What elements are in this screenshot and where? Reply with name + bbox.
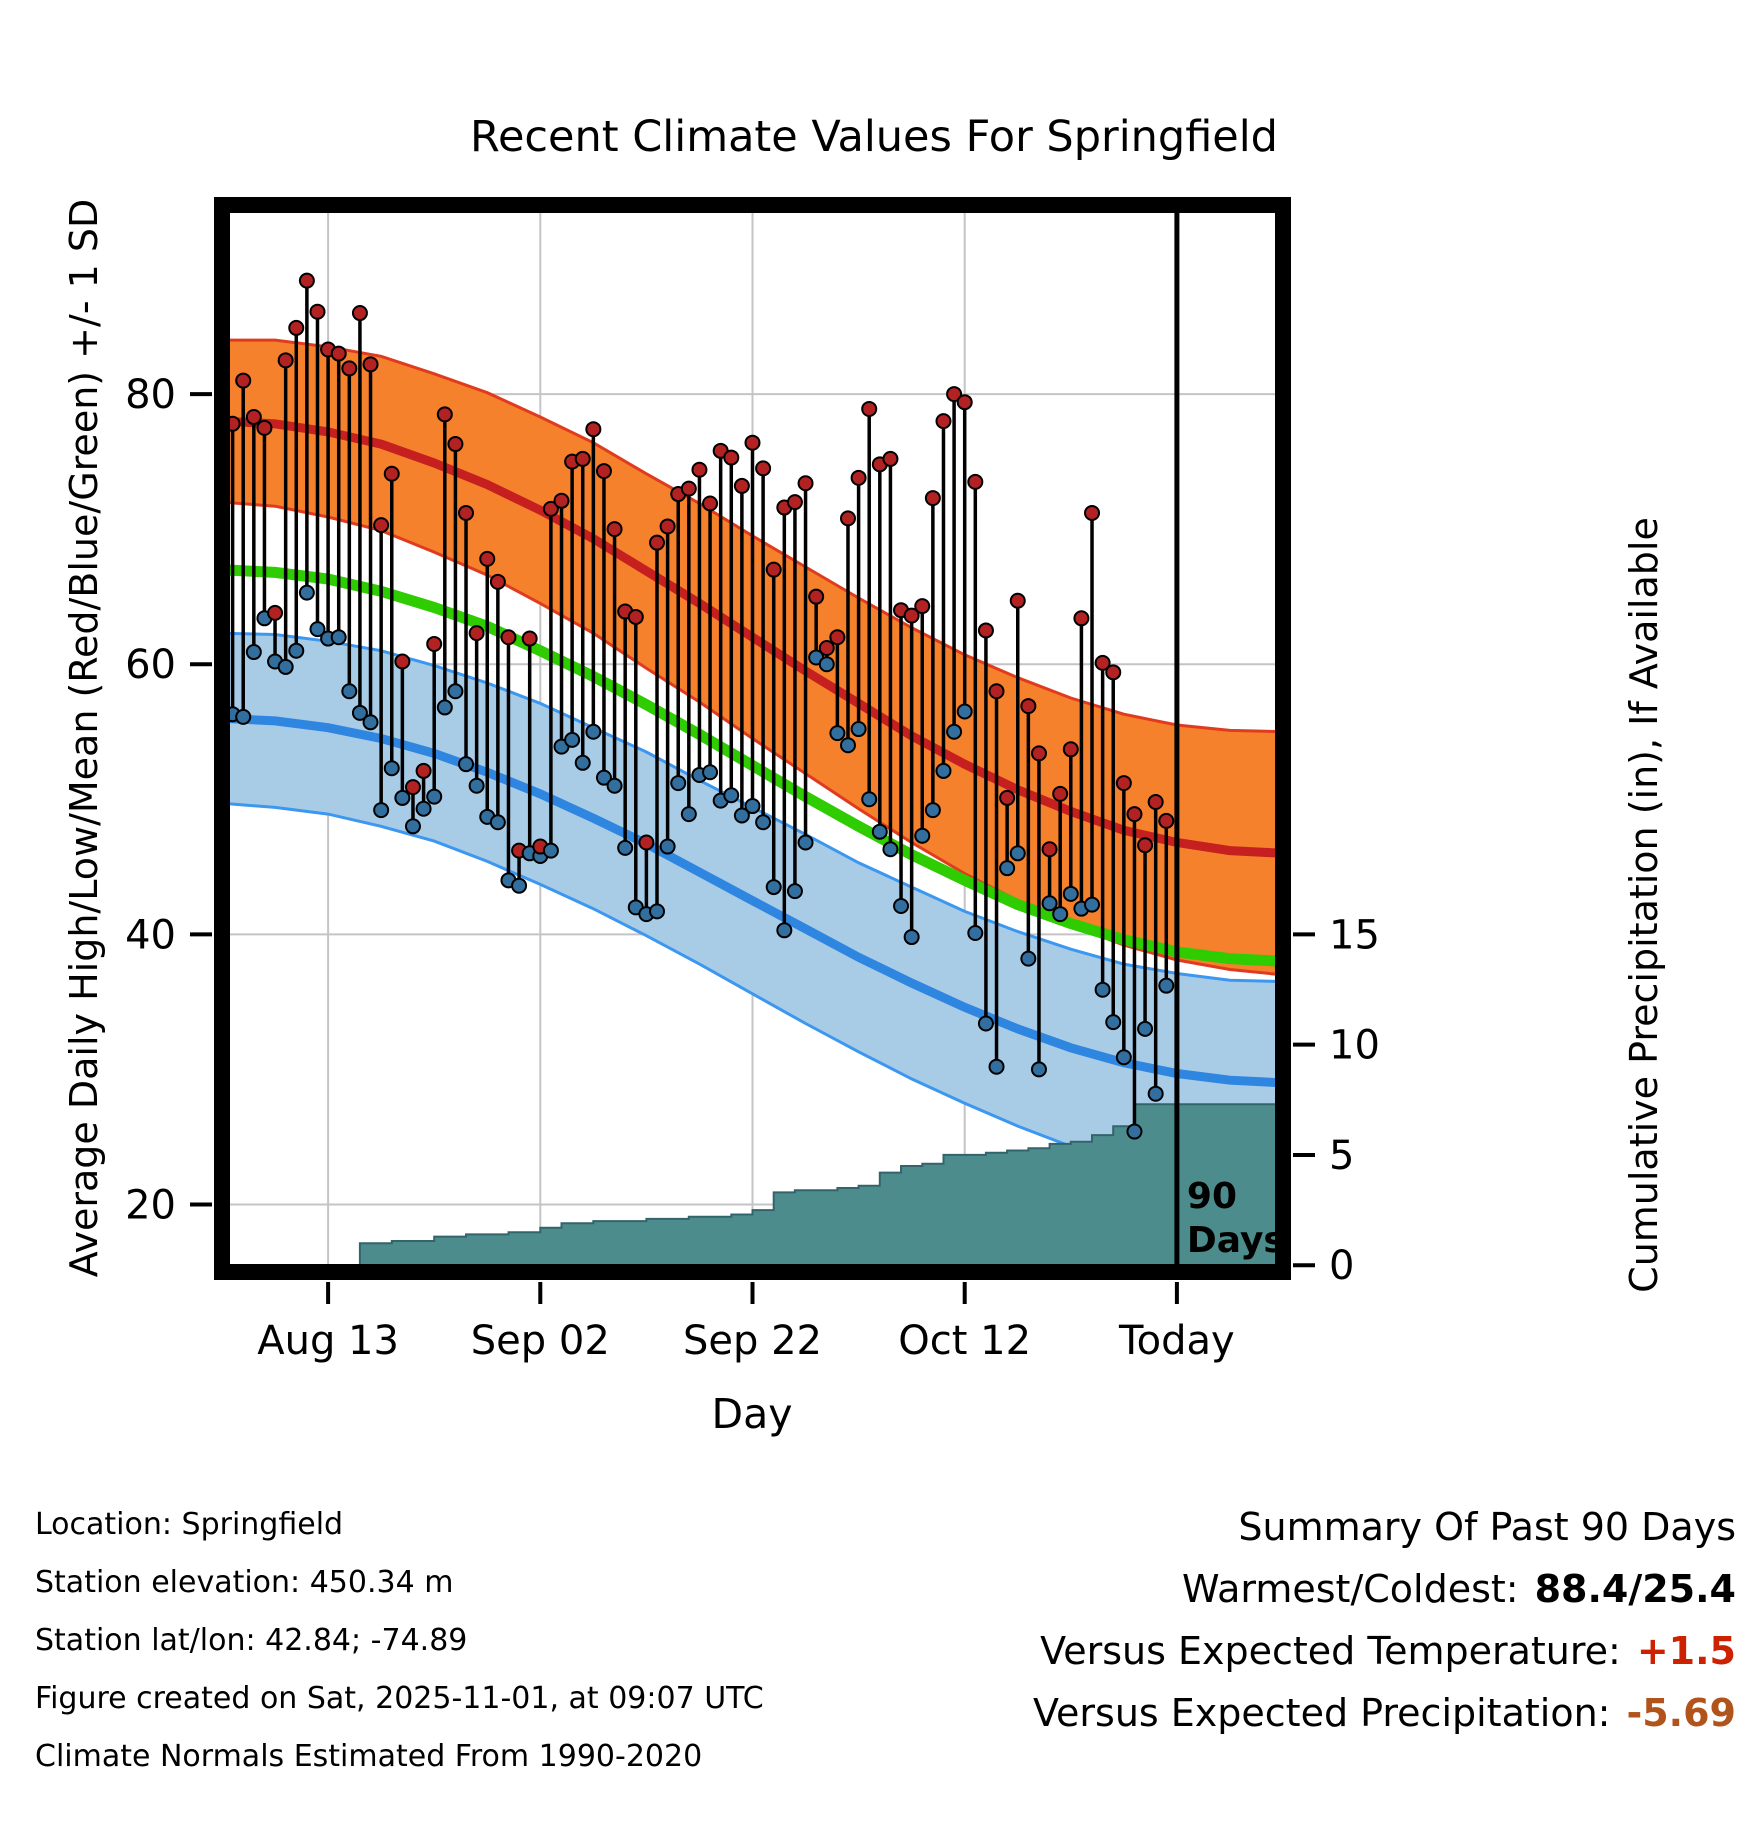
svg-text:Aug 13: Aug 13	[257, 1318, 399, 1364]
warmest-coldest-label: Warmest/Coldest:	[1181, 1567, 1519, 1611]
footer-created: Figure created on Sat, 2025-11-01, at 09…	[35, 1681, 764, 1716]
footer-info: Location: Springfield Station elevation:…	[35, 1496, 764, 1786]
svg-text:60: 60	[125, 642, 176, 688]
svg-text:Sep 02: Sep 02	[471, 1318, 610, 1364]
x-axis-label: Day	[711, 1390, 793, 1438]
svg-text:90: 90	[1187, 1176, 1237, 1217]
footer-location: Location: Springfield	[35, 1507, 344, 1542]
svg-text:80: 80	[125, 372, 176, 418]
vs-temp-value: +1.5	[1636, 1629, 1736, 1673]
summary-vs-temp: Versus Expected Temperature: +1.5	[1033, 1620, 1736, 1682]
vs-precip-value: -5.69	[1626, 1691, 1736, 1735]
svg-text:40: 40	[125, 912, 176, 958]
summary-vs-precip: Versus Expected Precipitation: -5.69	[1033, 1682, 1736, 1744]
summary-title: Summary Of Past 90 Days	[1238, 1505, 1736, 1549]
svg-text:15: 15	[1329, 912, 1380, 958]
svg-text:Oct 12: Oct 12	[898, 1318, 1031, 1364]
svg-text:10: 10	[1329, 1023, 1380, 1069]
chart-title: Recent Climate Values For Springfield	[470, 112, 1278, 162]
svg-text:Sep 22: Sep 22	[683, 1318, 822, 1364]
svg-text:Days: Days	[1187, 1220, 1285, 1261]
vs-temp-label: Versus Expected Temperature:	[1040, 1629, 1621, 1673]
footer-normals: Climate Normals Estimated From 1990-2020	[35, 1739, 703, 1774]
svg-text:20: 20	[125, 1182, 176, 1228]
vs-precip-label: Versus Expected Precipitation:	[1032, 1691, 1611, 1735]
y-axis-label-right: Cumulative Precipitation (in), If Availa…	[1622, 517, 1666, 1293]
warmest-coldest-value: 88.4/25.4	[1534, 1567, 1736, 1611]
y-axis-label-left: Average Daily High/Low/Mean (Red/Blue/Gr…	[62, 198, 106, 1278]
summary-warmest-coldest: Warmest/Coldest: 88.4/25.4	[1033, 1558, 1736, 1620]
svg-text:0: 0	[1329, 1243, 1354, 1289]
summary-panel: Summary Of Past 90 Days Warmest/Coldest:…	[1033, 1496, 1736, 1744]
footer-elevation: Station elevation: 450.34 m	[35, 1565, 454, 1600]
footer-latlon: Station lat/lon: 42.84; -74.89	[35, 1623, 468, 1658]
svg-text:Today: Today	[1118, 1318, 1235, 1364]
svg-text:5: 5	[1329, 1133, 1354, 1179]
